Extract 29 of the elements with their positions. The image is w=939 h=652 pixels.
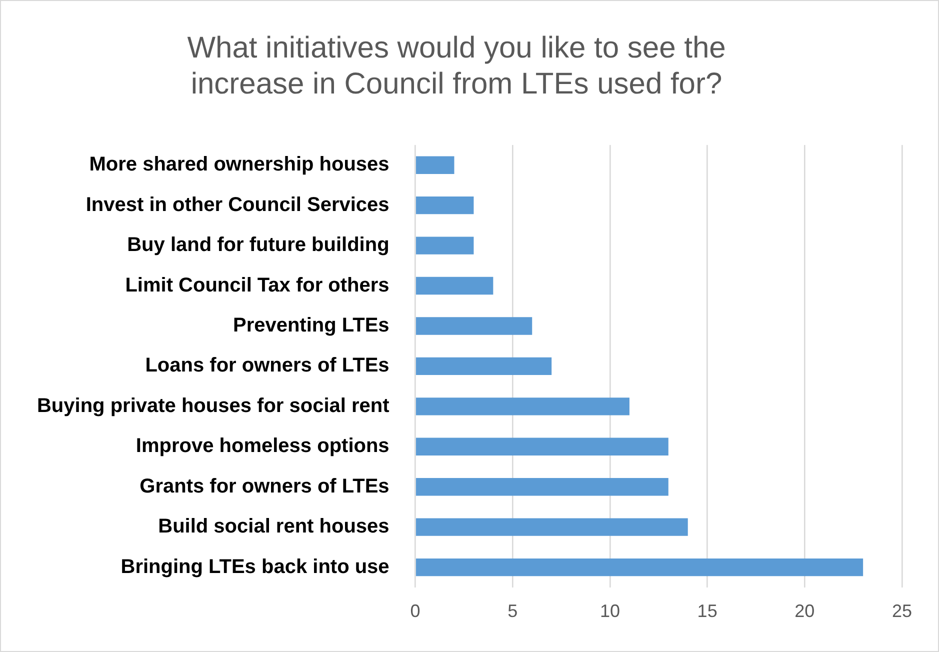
y-tick-label: More shared ownership houses <box>89 154 390 176</box>
x-tick-label: 10 <box>600 601 620 622</box>
y-tick-label: Buying private houses for social rent <box>36 394 390 417</box>
x-tick-label: 20 <box>794 601 815 622</box>
x-tick-label: 15 <box>697 601 718 622</box>
bar <box>416 478 668 496</box>
bar <box>416 398 630 416</box>
bar <box>416 196 474 214</box>
y-tick-label: Preventing LTEs <box>232 314 390 336</box>
bar <box>416 276 494 295</box>
bar <box>416 236 474 254</box>
chart-title: What initiatives would you like to see the increase in Council from LTEs used for? <box>187 31 726 100</box>
bar <box>416 518 688 536</box>
y-tick-label: Limit Council Tax for others <box>125 274 390 296</box>
y-tick-label: Grants for owners of LTEs <box>140 475 390 498</box>
bar <box>416 558 864 576</box>
y-tick-label: Improve homeless options <box>136 435 390 458</box>
bar <box>416 438 668 456</box>
y-tick-label: Invest in other Council Services <box>86 194 390 216</box>
y-tick-label: Build social rent houses <box>158 516 390 538</box>
y-tick-label: Loans for owners of LTEs <box>145 354 390 377</box>
y-tick-label: Bringing LTEs back into use <box>120 556 390 578</box>
bar <box>416 317 532 335</box>
x-tick-label: 0 <box>410 601 420 622</box>
bar <box>416 357 552 376</box>
x-tick-label: 25 <box>892 601 912 622</box>
x-tick-label: 5 <box>508 601 518 622</box>
bar <box>416 156 454 174</box>
y-tick-label: Buy land for future building <box>127 234 390 256</box>
